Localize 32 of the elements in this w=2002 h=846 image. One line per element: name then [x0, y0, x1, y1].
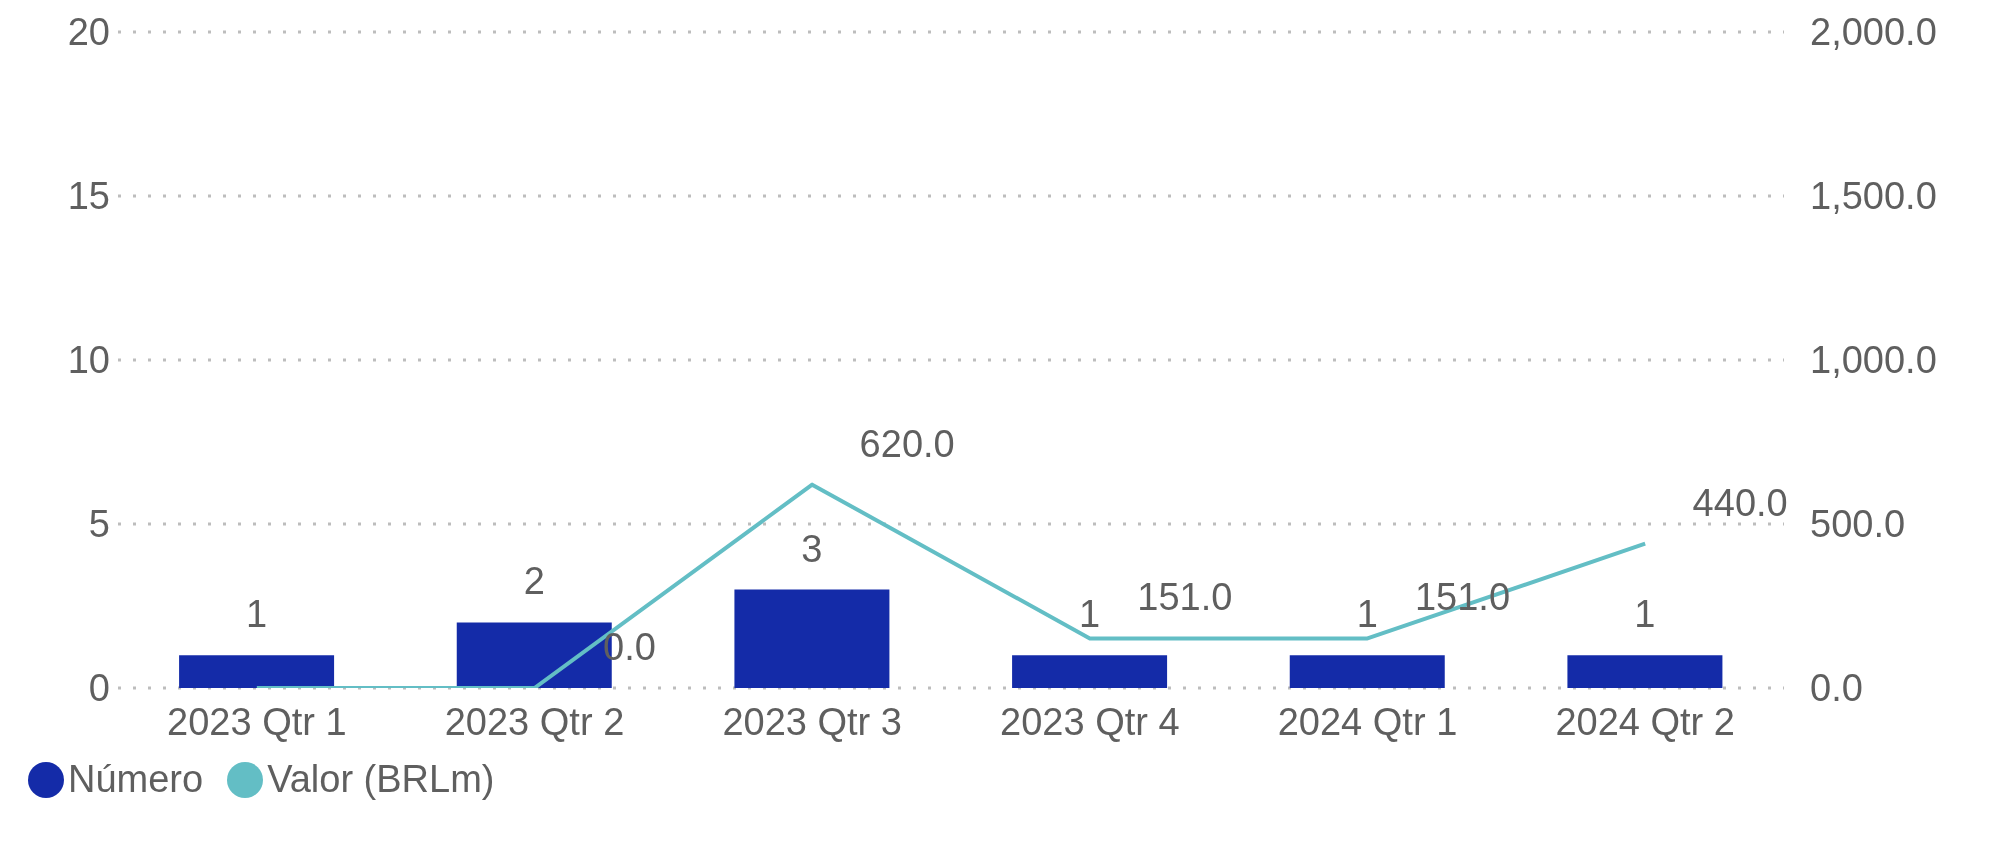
y-tick-label: 20 [67, 11, 110, 54]
x-tick-label: 2023 Qtr 1 [167, 700, 347, 743]
bar [179, 655, 335, 688]
y-tick-label: 0 [88, 667, 110, 710]
data-label: 1 [1634, 593, 1656, 636]
y2-tick-label: 0.0 [1810, 667, 1863, 710]
data-label: 440.0 [1692, 481, 1788, 524]
y-tick-label: 10 [67, 339, 110, 382]
x-tick-label: 2024 Qtr 1 [1277, 700, 1458, 743]
legend-label: Valor (BRLm) [267, 758, 495, 801]
data-label: 1 [1356, 593, 1378, 636]
data-label: 2 [523, 560, 545, 603]
y2-tick-label: 1,000.0 [1810, 339, 1937, 382]
bar [1012, 655, 1168, 688]
bar [1289, 655, 1445, 688]
data-label: 620.0 [859, 422, 955, 465]
bar [1567, 655, 1723, 688]
x-tick-label: 2023 Qtr 3 [722, 700, 902, 743]
data-label: 1 [1079, 593, 1101, 636]
x-tick-label: 2024 Qtr 2 [1555, 700, 1735, 743]
data-label: 3 [801, 527, 823, 570]
y2-tick-label: 500.0 [1810, 503, 1906, 546]
x-tick-label: 2023 Qtr 2 [444, 700, 625, 743]
legend-label: Número [68, 758, 204, 801]
y2-tick-label: 1,500.0 [1810, 175, 1937, 218]
x-tick-label: 2023 Qtr 4 [1000, 700, 1180, 743]
data-label: 1 [246, 593, 268, 636]
y-tick-label: 5 [88, 503, 110, 546]
bar [734, 589, 890, 688]
y-tick-label: 15 [67, 175, 110, 218]
data-label: 151.0 [1137, 576, 1233, 619]
y2-tick-label: 2,000.0 [1810, 11, 1937, 54]
